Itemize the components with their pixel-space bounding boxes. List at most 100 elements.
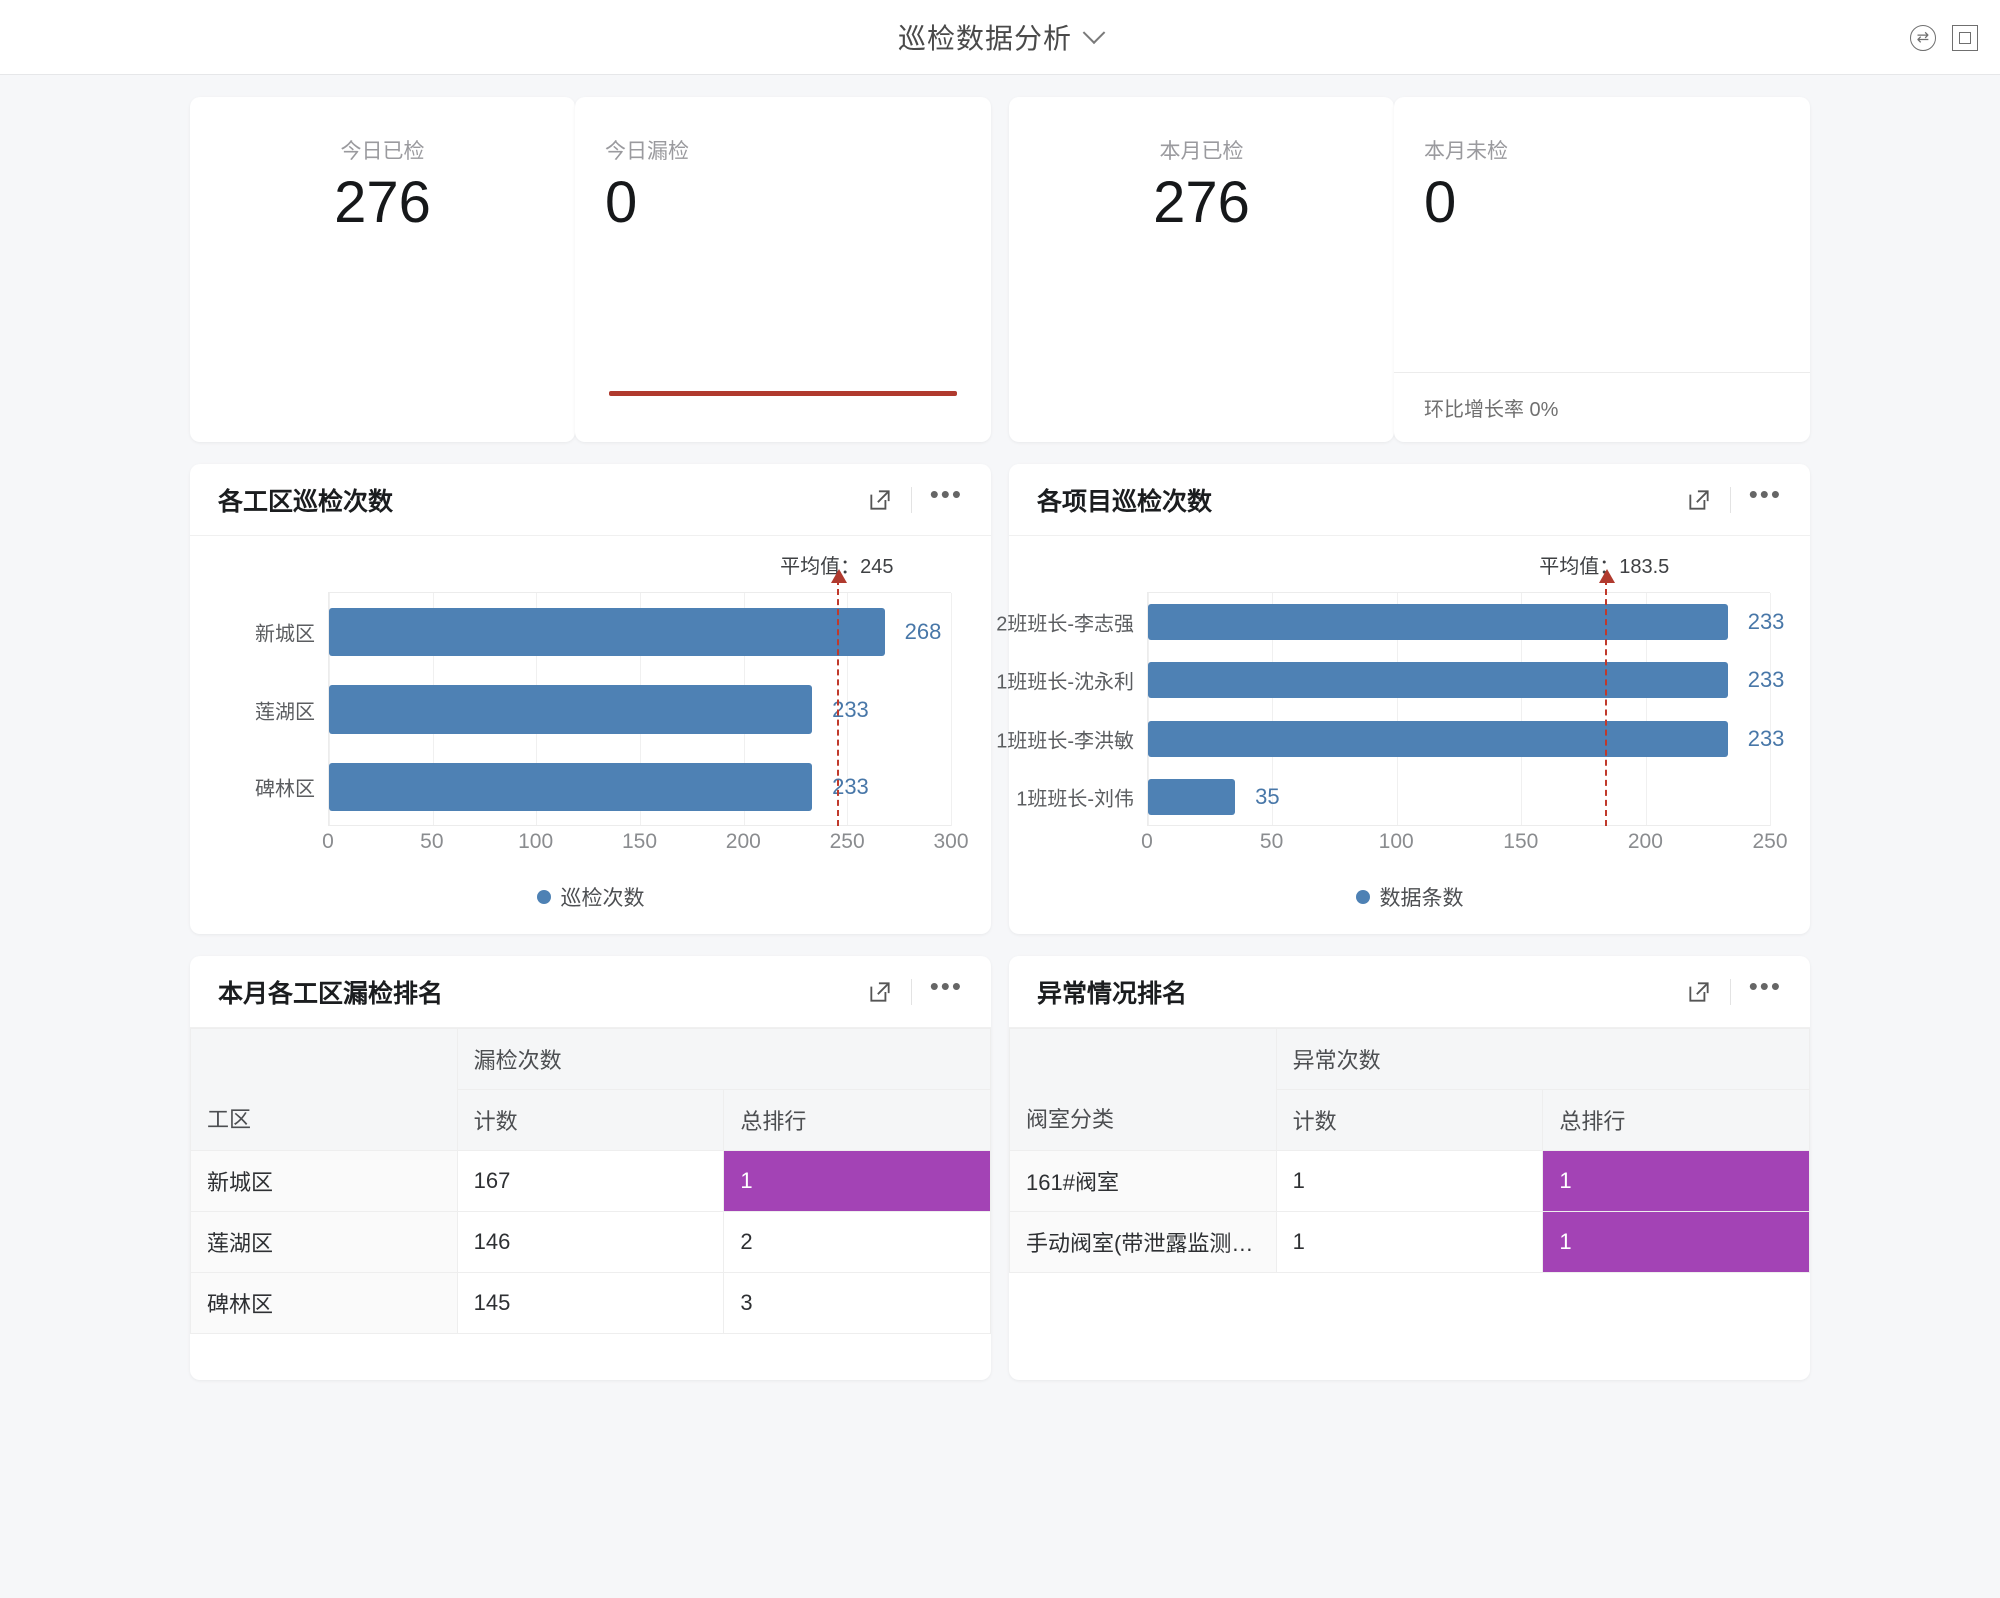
gridline: [1521, 593, 1523, 826]
gridline: [1645, 593, 1647, 826]
x-tick-label: 0: [1141, 830, 1153, 853]
bar[interactable]: [1148, 720, 1728, 757]
kpi-pair-today: 今日已检 276 今日漏检 0: [190, 97, 991, 442]
bar[interactable]: [329, 607, 885, 656]
chevron-down-icon[interactable]: [1082, 21, 1106, 45]
open-external-icon[interactable]: [867, 487, 893, 513]
transfer-circle-icon[interactable]: ⇄: [1910, 24, 1936, 51]
column-subheader[interactable]: 总排行: [723, 1089, 991, 1151]
category-label: 莲湖区: [255, 701, 315, 723]
bar[interactable]: [1148, 604, 1728, 641]
cell-dimension: 碑林区: [190, 1272, 458, 1334]
top-bar: 巡检数据分析 ⇄: [0, 0, 2000, 75]
cell-rank: 1: [1542, 1150, 1810, 1212]
bar[interactable]: [329, 763, 813, 812]
legend-label: 数据条数: [1379, 887, 1464, 910]
cell-dimension: 莲湖区: [190, 1211, 458, 1273]
column-header-dimension[interactable]: 工区: [190, 1028, 458, 1151]
table-scroll-area[interactable]: 工区 漏检次数 计数 总排行 新城区 167 1 莲湖区 146 2 碑林区 145 3: [190, 1028, 991, 1380]
page-title-dropdown[interactable]: 巡检数据分析: [897, 17, 1106, 57]
bar[interactable]: [329, 685, 813, 734]
table-scroll-area[interactable]: 阀室分类 异常次数 计数 总排行 161#阀室 1 1 手动阀室(带泄露监测系统) 1 1: [1009, 1028, 1810, 1380]
cell-count: 146: [456, 1211, 725, 1273]
panel-header: 各工区巡检次数 •••: [190, 464, 991, 536]
table-row: 本月各工区漏检排名 ••• 工区 漏检次数 计数 总排行 新城区 167 1 莲湖区 146 2 碑…: [190, 956, 1810, 1380]
more-dots-icon[interactable]: •••: [1748, 479, 1782, 510]
top-bar-actions: ⇄: [1910, 0, 1978, 75]
open-external-icon[interactable]: [867, 979, 893, 1005]
x-tick-label: 150: [1503, 830, 1539, 853]
kpi-label: 本月未检: [1424, 140, 1508, 163]
bar-value-label: 233: [1747, 609, 1785, 635]
kpi-value: 0: [605, 170, 638, 235]
column-group-header[interactable]: 漏检次数: [456, 1028, 991, 1090]
x-tick-label: 250: [829, 830, 865, 853]
category-label: 1班班长-李洪敏: [996, 730, 1134, 753]
kpi-pair-month: 本月已检 276 本月未检 0 环比增长率 0%: [1009, 97, 1810, 442]
cell-count: 1: [1275, 1211, 1544, 1273]
table-header-row: 工区 漏检次数: [190, 1028, 991, 1151]
x-tick-label: 50: [420, 830, 444, 853]
bar-slot: 新城区 268: [255, 593, 951, 671]
x-tick-label: 200: [725, 830, 761, 853]
table-row[interactable]: 手动阀室(带泄露监测系统) 1 1: [1009, 1211, 1810, 1273]
bar[interactable]: [1148, 662, 1728, 699]
kpi-card-today-inspected[interactable]: 今日已检 276: [190, 97, 575, 442]
table-row[interactable]: 莲湖区 146 2: [190, 1211, 991, 1273]
more-dots-icon[interactable]: •••: [1748, 971, 1782, 1002]
page-title: 巡检数据分析: [897, 23, 1072, 54]
bar-value-label: 268: [904, 618, 942, 644]
legend-swatch: [1355, 890, 1370, 904]
average-label: 平均值：245: [780, 556, 894, 578]
table-subheader-row: 计数 总排行: [1010, 1089, 1810, 1151]
x-tick-label: 150: [621, 830, 658, 853]
column-group-header[interactable]: 异常次数: [1275, 1028, 1810, 1090]
x-tick-label: 100: [518, 830, 554, 853]
sparkline: [609, 391, 957, 396]
divider: [910, 978, 912, 1005]
panel-abnormal-ranking: 异常情况排名 ••• 阀室分类 异常次数 计数 总排行 161#阀室 1 1 手动阀室(带泄露…: [1009, 956, 1810, 1380]
column-header-dimension[interactable]: 阀室分类: [1009, 1028, 1277, 1151]
panel-title: 各工区巡检次数: [218, 487, 394, 516]
gridline: [847, 593, 849, 826]
legend-label: 巡检次数: [560, 887, 645, 910]
column-subheader[interactable]: 总排行: [1542, 1089, 1810, 1151]
chart-inspection-by-district: 平均值：245 新城区 268 莲湖区 233 碑林区 233 0 50 100 150 200 250…: [210, 544, 971, 874]
kpi-value: 276: [1153, 170, 1250, 235]
cell-rank: 3: [723, 1272, 991, 1334]
bar-value-label: 35: [1255, 783, 1280, 809]
column-subheader[interactable]: 计数: [456, 1089, 725, 1151]
stop-square-icon[interactable]: [1952, 24, 1978, 51]
open-external-icon[interactable]: [1686, 979, 1712, 1005]
open-external-icon[interactable]: [1686, 487, 1712, 513]
more-dots-icon[interactable]: •••: [929, 479, 963, 510]
plot-area: 2班班长-李志强 233 1班班长-沈永利 233 1班班长-李洪敏 233 1班班长-刘伟…: [996, 569, 1784, 826]
gridline: [1148, 593, 1149, 826]
x-tick-label: 50: [1259, 830, 1284, 853]
bar-slot: 莲湖区 233: [255, 671, 951, 749]
category-label: 碑林区: [255, 778, 315, 801]
kpi-card-month-not-inspected[interactable]: 本月未检 0 环比增长率 0%: [1394, 97, 1810, 442]
cell-dimension: 161#阀室: [1009, 1150, 1277, 1212]
bar-slot: 碑林区 233: [255, 748, 951, 826]
chart-body: 平均值：183.5 2班班长-李志强 233 1班班长-沈永利 233 1班班长-李洪敏 2…: [996, 536, 1810, 934]
kpi-card-month-inspected[interactable]: 本月已检 276: [1009, 97, 1394, 442]
table-row[interactable]: 161#阀室 1 1: [1009, 1150, 1810, 1212]
table-row[interactable]: 新城区 167 1: [190, 1150, 991, 1212]
table-header-row: 阀室分类 异常次数: [1009, 1028, 1810, 1151]
gridline: [1396, 593, 1398, 826]
cell-count: 1: [1275, 1150, 1544, 1212]
plot-area: 新城区 268 莲湖区 233 碑林区 233: [255, 569, 952, 826]
kpi-label: 今日已检: [340, 140, 425, 163]
table-row[interactable]: 碑林区 145 3: [190, 1272, 991, 1334]
more-dots-icon[interactable]: •••: [929, 971, 963, 1002]
kpi-row: 今日已检 276 今日漏检 0 本月已检 276 本月未检 0 环比增长率 0%: [190, 97, 1810, 442]
column-subheader[interactable]: 计数: [1275, 1089, 1544, 1151]
chart-legend: 数据条数: [1029, 882, 1790, 918]
bar[interactable]: [1148, 778, 1236, 815]
axis-line: [1148, 825, 1770, 826]
cell-dimension: 新城区: [190, 1150, 458, 1212]
kpi-card-today-missed[interactable]: 今日漏检 0: [575, 97, 991, 442]
gridline: [1272, 593, 1274, 826]
x-axis-ticks: 0 50 100 150 200 250: [1141, 830, 1787, 858]
